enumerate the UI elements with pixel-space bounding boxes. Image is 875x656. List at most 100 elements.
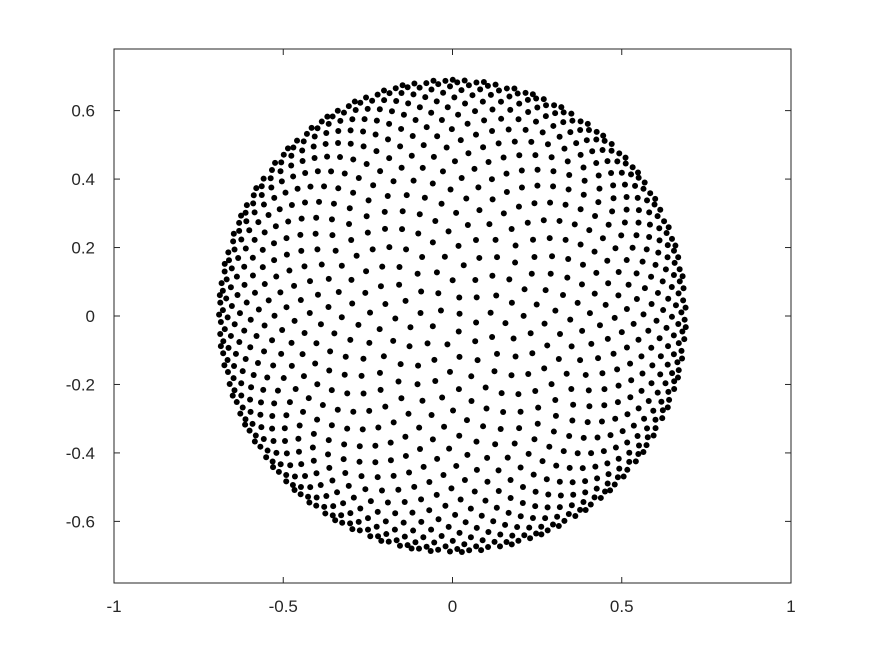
data-point <box>593 269 600 276</box>
data-point <box>325 451 332 458</box>
data-point <box>663 324 670 331</box>
data-point <box>439 168 446 175</box>
data-point <box>374 91 381 98</box>
data-point <box>399 82 406 89</box>
y-tick-label: 0.2 <box>71 239 95 258</box>
data-point <box>433 98 440 105</box>
data-point <box>295 435 302 442</box>
data-point <box>670 247 677 254</box>
data-point <box>296 422 303 429</box>
data-point <box>627 394 634 401</box>
data-point <box>675 321 682 328</box>
data-point <box>405 410 412 417</box>
data-point <box>593 485 600 492</box>
data-point <box>528 138 535 145</box>
data-point <box>664 404 671 411</box>
data-point <box>592 463 599 470</box>
data-point <box>510 335 517 342</box>
data-point <box>302 473 309 480</box>
data-point <box>511 85 518 92</box>
data-point <box>472 338 479 345</box>
data-point <box>495 140 502 147</box>
data-point <box>231 246 238 253</box>
data-point <box>544 342 551 349</box>
data-point <box>515 537 522 544</box>
data-point <box>246 227 253 234</box>
data-point <box>429 180 436 187</box>
data-point <box>526 524 533 531</box>
data-point <box>678 347 685 354</box>
data-point <box>675 254 682 261</box>
data-point <box>646 209 653 216</box>
data-point <box>674 359 681 366</box>
x-axis: -1 -0.5 0 0.5 1 <box>106 49 796 616</box>
data-point <box>334 489 341 496</box>
data-point <box>659 407 666 414</box>
data-point <box>569 479 576 486</box>
data-point <box>390 178 397 185</box>
data-point <box>276 206 283 213</box>
data-point <box>236 339 243 346</box>
data-point <box>646 221 653 228</box>
data-point <box>580 164 587 171</box>
data-point <box>416 545 422 552</box>
data-point <box>307 183 314 190</box>
data-point <box>261 281 268 288</box>
data-point <box>406 343 413 350</box>
data-point <box>225 257 232 264</box>
data-point <box>670 332 677 339</box>
data-point <box>248 384 255 391</box>
data-point <box>387 439 394 446</box>
data-point <box>297 491 304 498</box>
data-point <box>484 478 491 485</box>
data-point <box>426 507 433 514</box>
data-point <box>581 177 588 184</box>
data-point <box>303 130 310 137</box>
data-point <box>257 411 264 418</box>
data-point <box>359 426 366 433</box>
data-point <box>670 351 677 358</box>
data-point <box>352 107 359 114</box>
data-point <box>654 389 661 396</box>
data-point <box>387 457 394 464</box>
data-point <box>672 302 679 309</box>
data-point <box>563 370 570 377</box>
data-point <box>568 110 575 117</box>
data-point <box>622 160 629 167</box>
data-point <box>515 116 522 123</box>
data-point <box>484 454 491 461</box>
data-point <box>440 471 447 478</box>
data-point <box>380 353 387 360</box>
data-point <box>666 396 673 403</box>
data-point <box>242 416 249 423</box>
data-point <box>455 111 462 118</box>
data-point <box>577 506 584 513</box>
y-tick-label: 0 <box>86 307 95 326</box>
data-point <box>546 443 553 450</box>
data-point <box>548 154 555 161</box>
data-point <box>386 155 393 162</box>
data-point <box>582 489 589 496</box>
data-point <box>681 316 688 323</box>
data-point <box>301 263 308 270</box>
data-point <box>277 168 284 175</box>
data-point <box>377 386 384 393</box>
data-point <box>643 442 650 449</box>
data-point <box>626 458 633 465</box>
data-point <box>542 113 549 120</box>
data-point <box>664 254 671 261</box>
data-point <box>428 86 435 93</box>
data-point <box>506 276 513 283</box>
data-point <box>404 542 411 549</box>
data-point <box>283 235 290 242</box>
data-point <box>253 185 260 192</box>
data-point <box>604 158 611 165</box>
data-point <box>498 115 505 122</box>
data-point <box>552 307 559 314</box>
data-point <box>492 441 499 448</box>
data-point <box>373 117 380 124</box>
data-point <box>547 199 554 206</box>
data-point <box>650 407 657 414</box>
data-point <box>599 370 606 377</box>
data-point <box>484 82 491 89</box>
